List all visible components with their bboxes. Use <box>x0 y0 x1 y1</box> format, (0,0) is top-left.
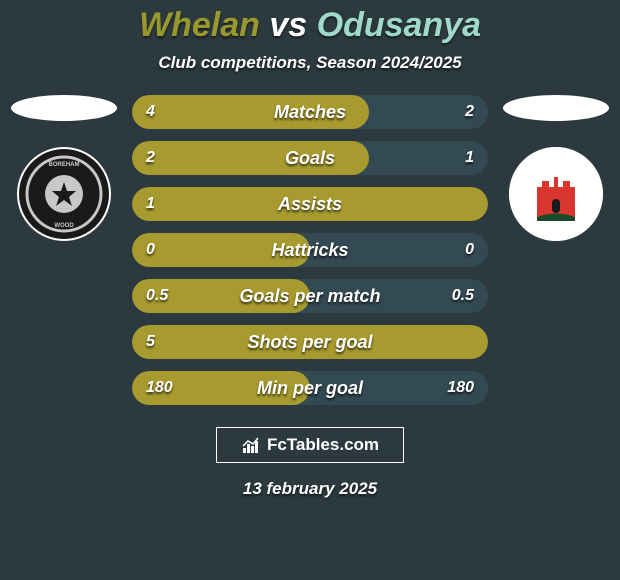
vs-text: vs <box>269 6 307 44</box>
stat-bar: 21Goals <box>132 141 488 175</box>
stat-bar: 5Shots per goal <box>132 325 488 359</box>
brand-box: FcTables.com <box>216 427 404 463</box>
stat-bar-fill <box>132 95 369 129</box>
left-club-badge: BOREHAM WOOD <box>17 147 111 241</box>
stat-bar: 0.50.5Goals per match <box>132 279 488 313</box>
stats-bars: 42Matches 21Goals 1Assists 00Hattricks 0.50.… <box>132 95 488 405</box>
stat-bar-fill <box>132 233 310 267</box>
player2-name: Odusanya <box>317 6 481 44</box>
svg-text:WOOD: WOOD <box>54 223 74 229</box>
stat-bar-fill <box>132 141 369 175</box>
boreham-wood-icon: BOREHAM WOOD <box>17 147 111 241</box>
stat-bar: 42Matches <box>132 95 488 129</box>
subtitle: Club competitions, Season 2024/2025 <box>158 53 461 73</box>
stat-right-value: 1 <box>465 141 474 175</box>
main-row: BOREHAM WOOD 42Matches 21Goals 1Assists 00H… <box>0 95 620 405</box>
fctables-icon <box>241 436 263 454</box>
comparison-card: Whelan vs Odusanya Club competitions, Se… <box>0 0 620 580</box>
stat-bar: 1Assists <box>132 187 488 221</box>
stat-bar: 180180Min per goal <box>132 371 488 405</box>
brand-text: FcTables.com <box>267 435 379 455</box>
left-ellipse <box>11 95 117 121</box>
stat-bar: 00Hattricks <box>132 233 488 267</box>
left-column: BOREHAM WOOD <box>4 95 124 241</box>
stat-bar-fill <box>132 371 310 405</box>
svg-text:BOREHAM: BOREHAM <box>49 162 80 168</box>
right-column <box>496 95 616 241</box>
stat-right-value: 180 <box>447 371 474 405</box>
right-club-badge <box>509 147 603 241</box>
stat-bar-fill <box>132 279 310 313</box>
right-ellipse <box>503 95 609 121</box>
stat-right-value: 2 <box>465 95 474 129</box>
stat-right-value: 0.5 <box>452 279 474 313</box>
date: 13 february 2025 <box>243 479 377 499</box>
player1-name: Whelan <box>139 6 260 44</box>
stat-bar-fill <box>132 325 488 359</box>
red-castle-icon <box>509 147 603 241</box>
title: Whelan vs Odusanya <box>139 6 481 45</box>
stat-bar-fill <box>132 187 488 221</box>
stat-right-value: 0 <box>465 233 474 267</box>
